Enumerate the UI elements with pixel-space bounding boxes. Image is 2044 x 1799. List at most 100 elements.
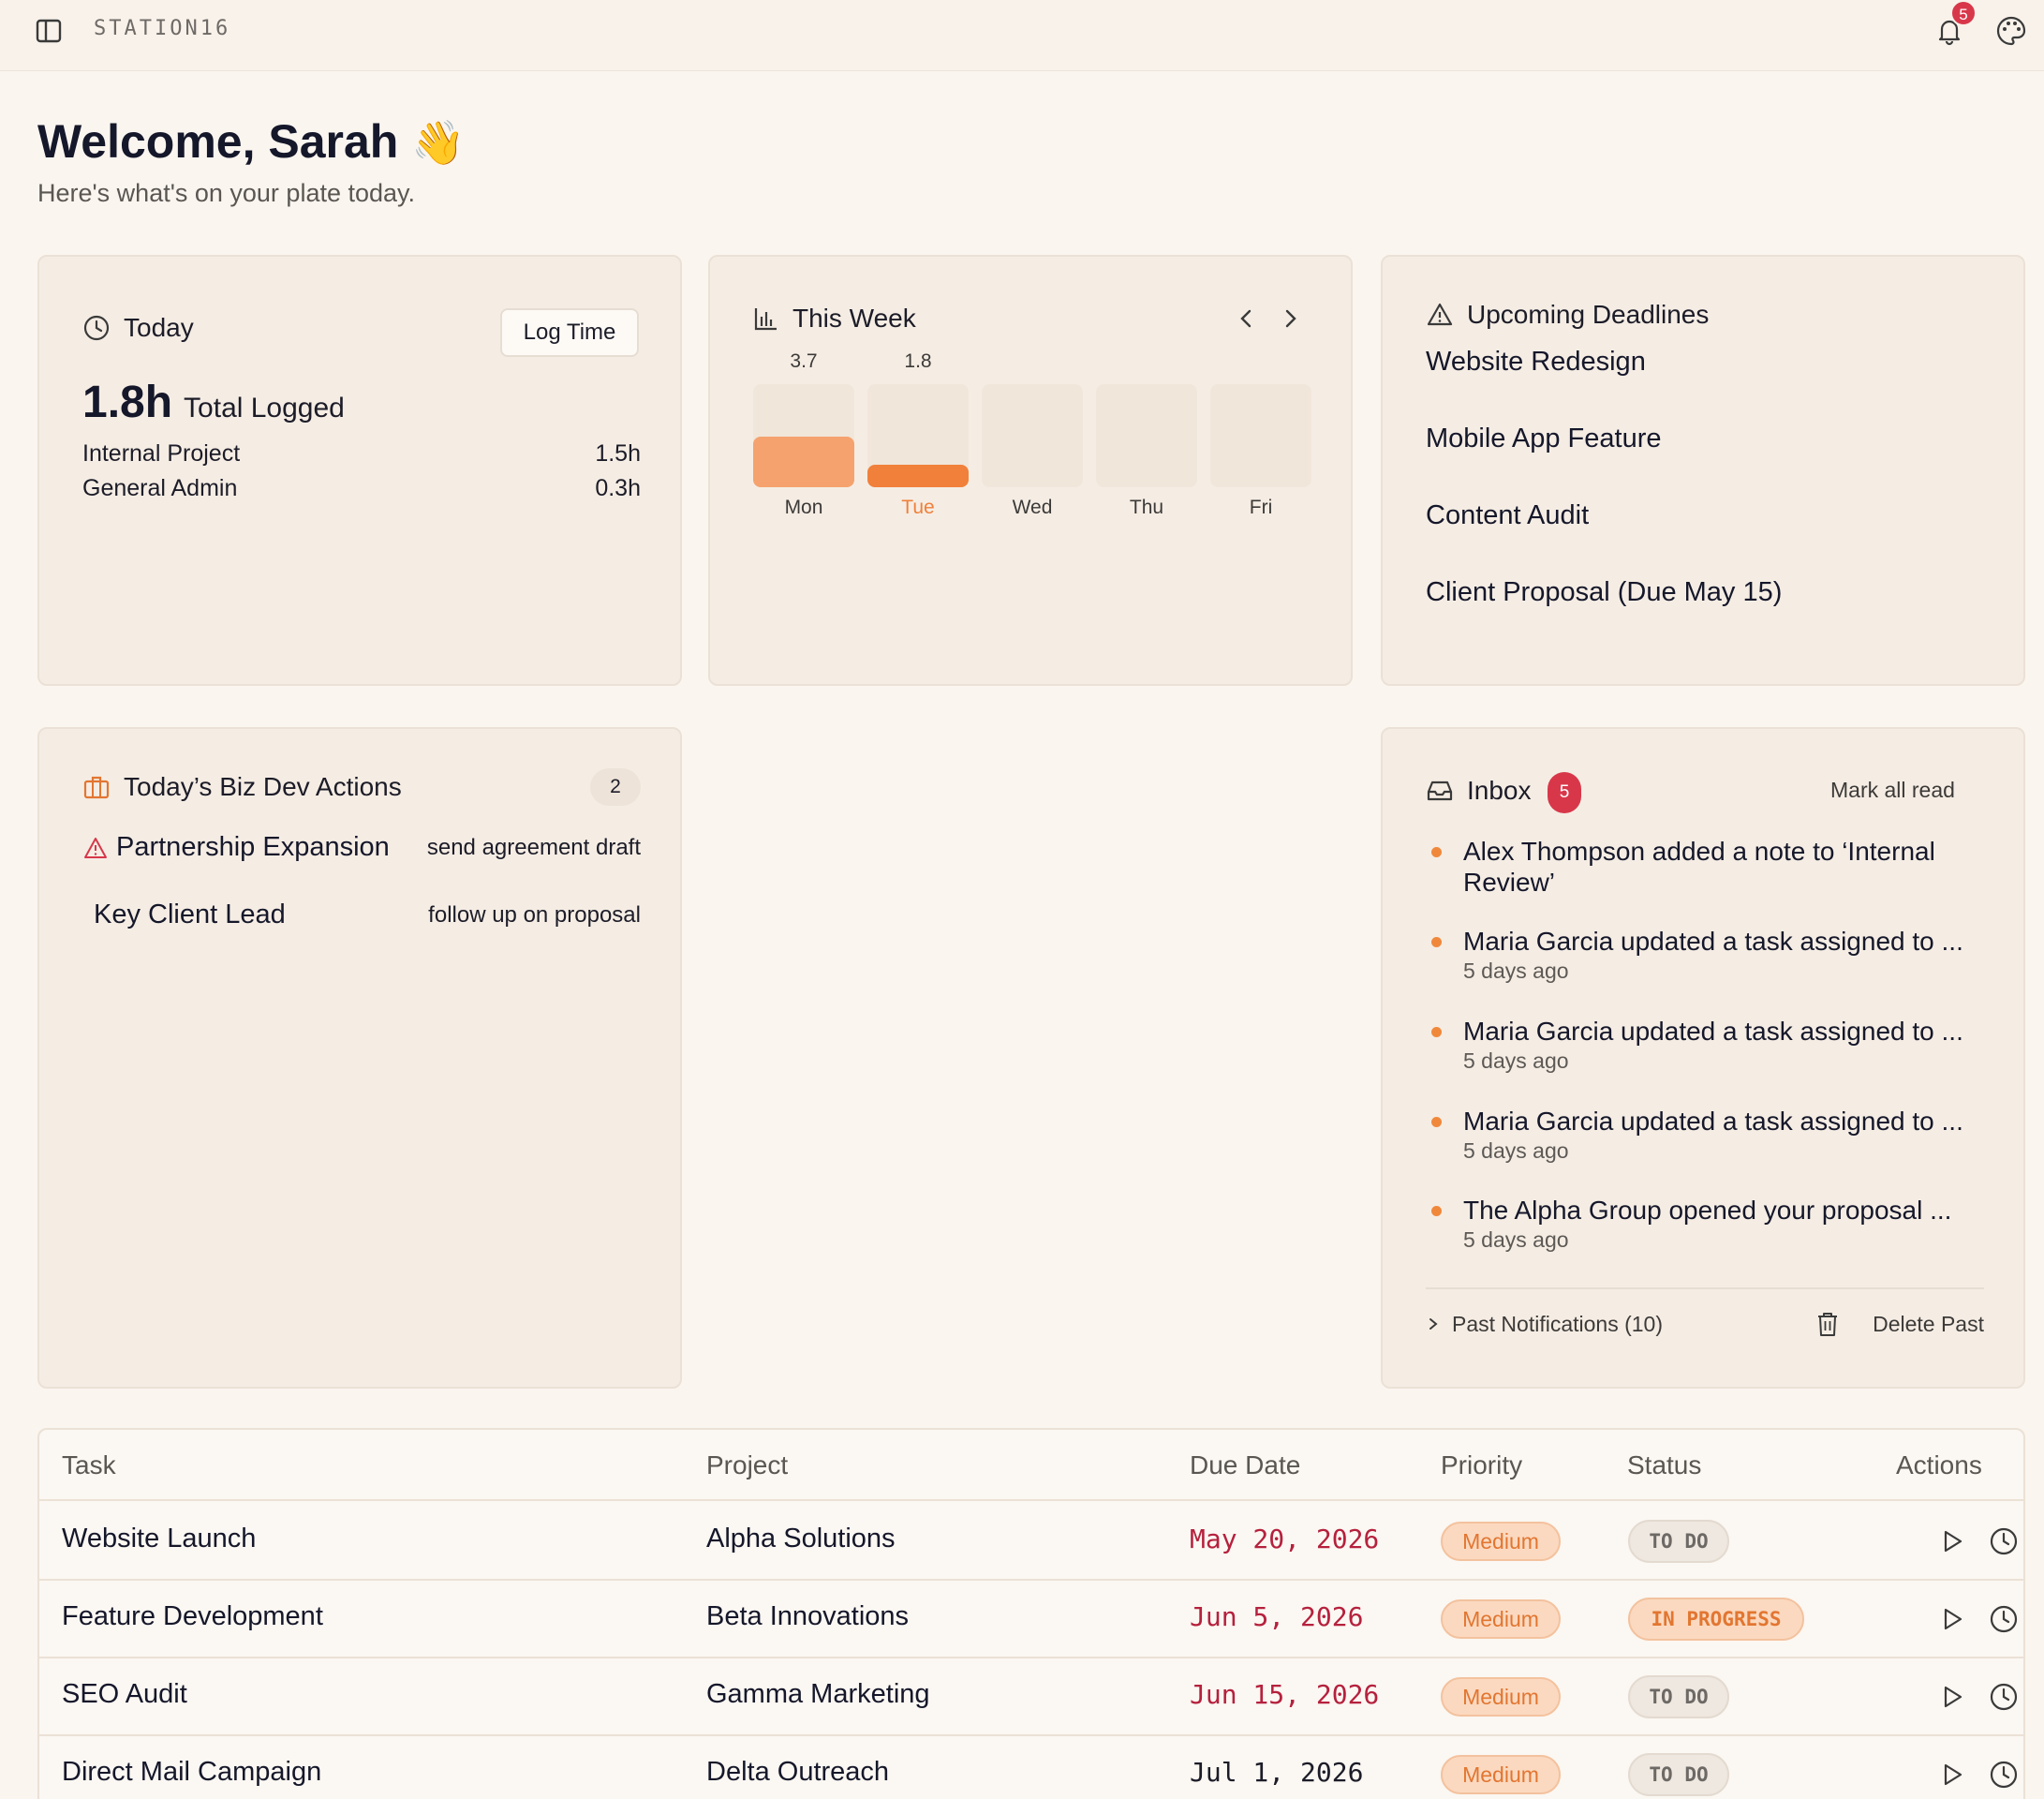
task-name[interactable]: Website Launch xyxy=(62,1524,257,1554)
inbox-header: Inbox xyxy=(1426,776,1532,806)
inbox-count-badge: 5 xyxy=(1548,772,1581,813)
notification-item[interactable]: Maria Garcia updated a task assigned to … xyxy=(1431,1016,1982,1074)
day-bar-slot[interactable] xyxy=(1210,384,1311,487)
column-header-priority[interactable]: Priority xyxy=(1441,1450,1523,1479)
priority-badge: Medium xyxy=(1441,1677,1561,1717)
inbox-footer: Past Notifications (10) Delete Past xyxy=(1426,1310,1984,1338)
day-bar xyxy=(753,437,854,487)
play-icon[interactable] xyxy=(1939,1605,1965,1633)
notification-item[interactable]: Alex Thompson added a note to ‘Internal … xyxy=(1431,836,1982,898)
deadline-item[interactable]: Content Audit xyxy=(1426,500,1590,530)
total-logged: 1.8h Total Logged xyxy=(82,377,345,428)
time-entry-row: General Admin 0.3h xyxy=(82,475,641,502)
biz-dev-item-action: send agreement draft xyxy=(426,834,641,860)
column-header-project[interactable]: Project xyxy=(706,1450,789,1479)
bar-chart-icon xyxy=(754,308,777,331)
play-icon[interactable] xyxy=(1939,1527,1965,1555)
project-name[interactable]: Gamma Marketing xyxy=(706,1679,930,1709)
sidebar-toggle-icon[interactable] xyxy=(36,19,62,43)
biz-dev-actions-card: Today’s Biz Dev Actions 2 Partnership Ex… xyxy=(37,727,682,1389)
day-bar-slot[interactable] xyxy=(753,384,854,487)
project-name[interactable]: Delta Outreach xyxy=(706,1757,890,1787)
priority-badge: Medium xyxy=(1441,1599,1561,1639)
column-header-actions: Actions xyxy=(1896,1450,1982,1479)
today-title: Today xyxy=(124,313,194,342)
mark-all-read-link[interactable]: Mark all read xyxy=(1830,778,1955,802)
notification-message: Maria Garcia updated a task assigned to … xyxy=(1463,1107,1963,1136)
day-label: Thu xyxy=(1129,497,1164,518)
chevron-left-icon[interactable] xyxy=(1235,305,1257,332)
deadline-item[interactable]: Mobile App Feature xyxy=(1426,424,1662,453)
column-header-due-date[interactable]: Due Date xyxy=(1190,1450,1301,1479)
past-notifications-toggle[interactable]: Past Notifications (10) xyxy=(1426,1312,1663,1337)
clock-icon[interactable] xyxy=(1988,1525,2020,1557)
clock-icon[interactable] xyxy=(1988,1681,2020,1713)
day-label: Tue xyxy=(901,497,935,518)
chevron-right-icon[interactable] xyxy=(1280,305,1302,332)
deadline-item[interactable]: Website Redesign xyxy=(1426,347,1646,377)
table-row[interactable]: SEO Audit Gamma Marketing Jun 15, 2026 Medi… xyxy=(39,1658,2023,1736)
status-badge[interactable]: TO DO xyxy=(1628,1675,1729,1718)
task-name[interactable]: SEO Audit xyxy=(62,1679,187,1709)
priority-badge: Medium xyxy=(1441,1755,1561,1794)
biz-dev-item[interactable]: Key Client Lead follow up on proposal xyxy=(94,900,641,930)
delete-past-button[interactable]: Delete Past xyxy=(1814,1310,1984,1338)
day-bar-slot[interactable] xyxy=(1096,384,1197,487)
due-date: Jun 15, 2026 xyxy=(1190,1679,1380,1710)
trash-icon xyxy=(1818,1313,1838,1336)
day-bar-slot[interactable] xyxy=(982,384,1083,487)
bell-icon[interactable] xyxy=(1933,15,1965,47)
total-logged-value: 1.8h xyxy=(82,378,173,427)
top-bar: STATION16 5 xyxy=(0,0,2044,71)
day-label: Wed xyxy=(1012,497,1053,518)
past-notifications-label: Past Notifications (10) xyxy=(1452,1311,1663,1336)
welcome-text: Welcome, Sarah xyxy=(37,115,399,168)
biz-dev-item-label: Partnership Expansion xyxy=(116,832,390,862)
notification-time: 5 days ago xyxy=(1463,959,1569,983)
notification-message: Alex Thompson added a note to ‘Internal … xyxy=(1463,837,1935,897)
status-badge[interactable]: TO DO xyxy=(1628,1753,1729,1796)
notification-message: Maria Garcia updated a task assigned to … xyxy=(1463,927,1963,956)
project-name[interactable]: Beta Innovations xyxy=(706,1601,910,1631)
notification-time: 5 days ago xyxy=(1463,1138,1569,1163)
table-header: Task Project Due Date Priority Status Ac… xyxy=(39,1430,2023,1501)
column-header-status[interactable]: Status xyxy=(1627,1450,1702,1479)
bar-value-label: 3.7 xyxy=(790,350,818,372)
table-row[interactable]: Feature Development Beta Innovations Jun 5… xyxy=(39,1581,2023,1658)
table-row[interactable]: Direct Mail Campaign Delta Outreach Jul 1,… xyxy=(39,1736,2023,1799)
play-icon[interactable] xyxy=(1939,1683,1965,1711)
priority-badge: Medium xyxy=(1441,1522,1561,1561)
task-name[interactable]: Direct Mail Campaign xyxy=(62,1757,322,1787)
notification-item[interactable]: Maria Garcia updated a task assigned to … xyxy=(1431,926,1982,984)
palette-icon[interactable] xyxy=(1995,15,2027,47)
biz-dev-item-label: Key Client Lead xyxy=(94,900,286,929)
play-icon[interactable] xyxy=(1939,1761,1965,1789)
due-date: Jun 5, 2026 xyxy=(1190,1601,1364,1632)
notification-item[interactable]: The Alpha Group opened your proposal ...… xyxy=(1431,1195,1982,1253)
status-badge[interactable]: TO DO xyxy=(1628,1520,1729,1563)
briefcase-icon xyxy=(83,776,110,799)
unread-dot xyxy=(1431,937,1442,947)
deadline-item[interactable]: Client Proposal (Due May 15) xyxy=(1426,577,1783,607)
notification-item[interactable]: Maria Garcia updated a task assigned to … xyxy=(1431,1106,1982,1164)
delete-past-label: Delete Past xyxy=(1873,1311,1984,1336)
brand-name[interactable]: STATION16 xyxy=(94,17,231,40)
warning-icon xyxy=(84,837,107,858)
biz-dev-item[interactable]: Partnership Expansion send agreement dra… xyxy=(82,832,641,863)
day-bar-slot[interactable] xyxy=(867,384,969,487)
time-entry-row: Internal Project 1.5h xyxy=(82,440,641,468)
status-badge[interactable]: IN PROGRESS xyxy=(1628,1598,1804,1641)
task-name[interactable]: Feature Development xyxy=(62,1601,323,1631)
log-time-button[interactable]: Log Time xyxy=(500,308,639,357)
table-row[interactable]: Website Launch Alpha Solutions May 20, 202… xyxy=(39,1503,2023,1581)
clock-icon[interactable] xyxy=(1988,1759,2020,1791)
clock-icon[interactable] xyxy=(1988,1603,2020,1635)
biz-dev-header: Today’s Biz Dev Actions xyxy=(82,772,402,802)
bar-value-label: 1.8 xyxy=(904,350,932,372)
column-header-task[interactable]: Task xyxy=(62,1450,116,1479)
time-entry-name: Internal Project xyxy=(82,440,241,467)
project-name[interactable]: Alpha Solutions xyxy=(706,1524,896,1554)
today-card: Today Log Time 1.8h Total Logged Interna… xyxy=(37,255,682,686)
divider xyxy=(1426,1287,1984,1289)
week-title: This Week xyxy=(792,304,916,333)
